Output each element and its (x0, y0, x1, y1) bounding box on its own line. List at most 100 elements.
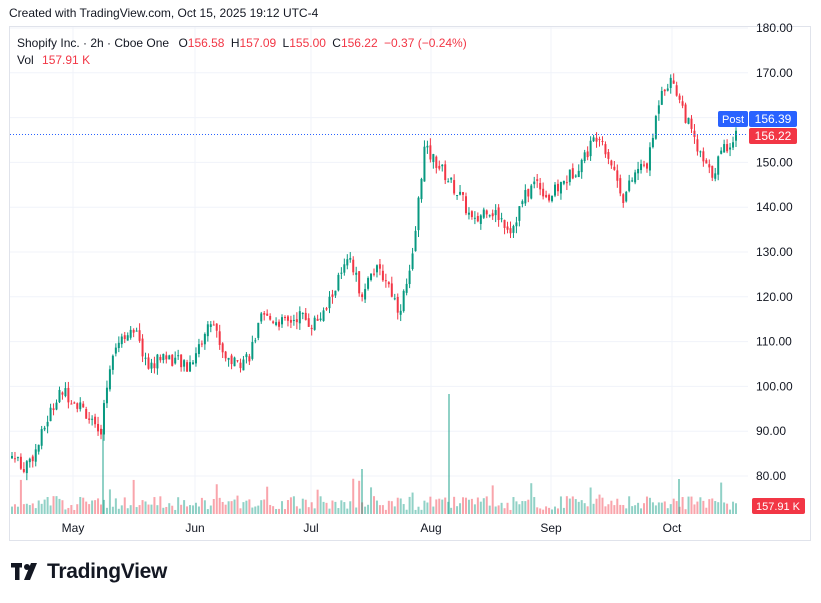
volume-bar (343, 502, 346, 514)
candle-body (536, 179, 539, 181)
volume-bar (135, 507, 138, 514)
volume-bar (726, 503, 729, 514)
volume-bar (506, 502, 509, 514)
volume-bar (444, 497, 447, 514)
candle-body (393, 298, 396, 300)
volume-bar (307, 507, 310, 514)
candle-body (663, 89, 666, 92)
candle-body (102, 403, 105, 435)
volume-bar (459, 503, 462, 514)
y-tick-label: 110.00 (756, 335, 792, 349)
candle-body (150, 362, 153, 369)
candle-body (637, 168, 640, 174)
volume-bar (364, 506, 367, 514)
y-tick-label: 180.00 (756, 21, 793, 35)
volume-bar (334, 501, 337, 514)
volume-bar (542, 509, 545, 514)
candle-body (399, 310, 402, 315)
volume-bar (565, 496, 568, 514)
volume-bar (735, 503, 737, 514)
volume-bar (230, 501, 233, 514)
volume-bar (171, 505, 174, 514)
symbol-label[interactable]: Shopify Inc. · 2h · Cboe One (17, 36, 170, 50)
volume-bar (82, 497, 85, 514)
volume-label: Vol (17, 53, 34, 67)
volume-bar (281, 501, 284, 514)
candle-body (726, 144, 729, 152)
volume-bar (102, 499, 105, 514)
candle-body (331, 294, 334, 297)
candle-body (221, 343, 224, 353)
volume-bar (370, 487, 373, 514)
volume-bar (390, 501, 393, 514)
volume-bar (378, 505, 381, 514)
candle-body (405, 283, 408, 293)
candle-body (619, 178, 622, 194)
candle-body (708, 164, 711, 168)
volume-bar (729, 509, 732, 514)
candle-body (678, 95, 681, 100)
volume-bar (438, 498, 441, 514)
candle-body (735, 130, 737, 141)
candle-body (292, 319, 295, 321)
volume-bar (548, 507, 551, 514)
volume-bar (723, 502, 726, 514)
volume-bar (613, 505, 616, 514)
volume-bar (100, 504, 103, 514)
candle-body (349, 257, 352, 260)
volume-bar (13, 504, 16, 514)
candle-body (696, 139, 699, 152)
candle-body (304, 312, 307, 320)
volume-bar (283, 509, 286, 514)
volume-bar (105, 507, 108, 514)
candle-body (631, 180, 634, 182)
candle-body (197, 344, 200, 354)
candle-body (194, 353, 197, 364)
chart-frame[interactable] (9, 26, 811, 541)
volume-bar (684, 509, 687, 514)
x-tick-label: Jul (303, 521, 318, 535)
candle-body (19, 456, 22, 469)
candle-body (414, 230, 417, 252)
volume-bar (138, 505, 141, 514)
candle-body (717, 156, 720, 175)
volume-bar (464, 497, 467, 514)
high-label: H (230, 36, 240, 50)
candle-body (548, 194, 551, 201)
candle-body (159, 356, 162, 361)
volume-bar (200, 497, 203, 514)
volume-bar (539, 508, 542, 514)
volume-bar (304, 499, 307, 514)
candle-body (643, 164, 646, 166)
volume-bar (319, 496, 322, 514)
volume-bar (448, 394, 450, 514)
volume-bar (470, 498, 473, 514)
volume-bars (11, 394, 737, 514)
candle-body (426, 145, 429, 148)
volume-bar (687, 496, 690, 514)
volume-bar (236, 495, 239, 514)
volume-bar (396, 497, 399, 514)
volume-bar (672, 498, 675, 514)
candle-body (530, 185, 533, 199)
volume-bar (690, 496, 693, 514)
candle-body (675, 85, 678, 96)
candle-body (381, 270, 384, 281)
low-label: L (282, 36, 290, 50)
candle-body (319, 318, 322, 320)
tradingview-logo[interactable]: TradingView (11, 560, 167, 584)
volume-bar (381, 505, 384, 514)
candle-body (251, 342, 254, 359)
candle-body (711, 165, 714, 178)
candle-body (334, 290, 337, 296)
candle-body (153, 363, 156, 369)
candle-body (429, 145, 432, 160)
candle-body (444, 164, 447, 181)
candle-body (521, 201, 524, 205)
volume-bar (254, 506, 257, 514)
volume-bar (266, 486, 269, 514)
volume-bar (643, 503, 646, 514)
volume-bar (11, 506, 13, 514)
candle-body (524, 190, 527, 204)
